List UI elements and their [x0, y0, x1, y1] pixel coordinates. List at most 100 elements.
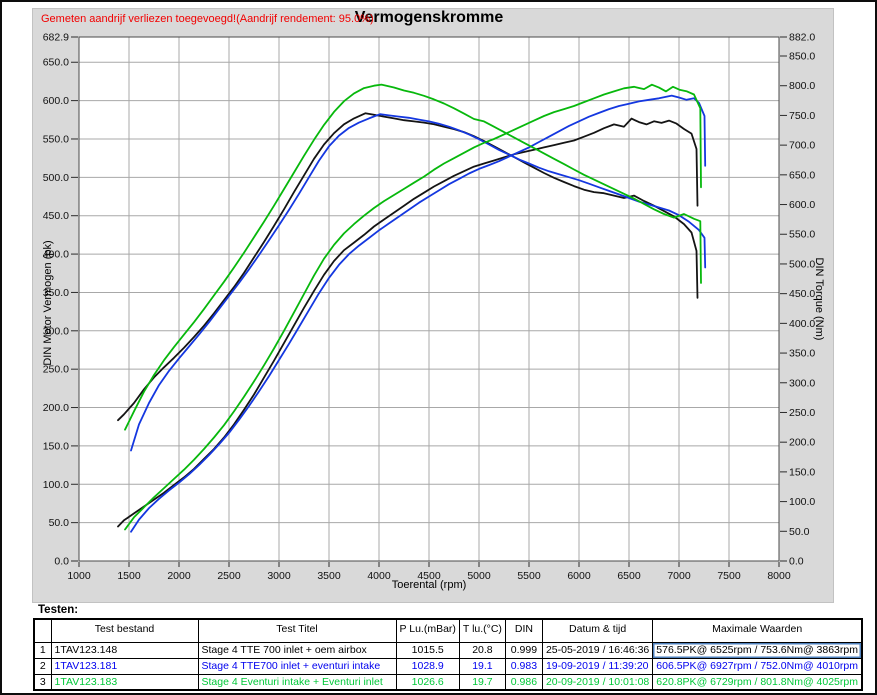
y-right-tick-label: 150.0 [789, 466, 815, 478]
row-number-cell[interactable]: 2 [33, 657, 52, 675]
test-titel-cell[interactable]: Stage 4 TTE 700 inlet + oem airbox [197, 641, 397, 659]
y-left-tick-label: 600.0 [43, 95, 69, 107]
series-line [124, 83, 702, 531]
table-row[interactable]: 3 1TAV123.183 Stage 4 Eventuri intake + Ev… [33, 673, 863, 691]
tests-table-header-cell: DIN [504, 618, 543, 643]
table-row[interactable]: 1 1TAV123.148 Stage 4 TTE 700 inlet + oem … [33, 641, 863, 659]
y-right-tick-label: 350.0 [789, 348, 815, 360]
y-right-tick-label: 650.0 [789, 169, 815, 181]
tests-table-header-cell: Test Titel [197, 618, 397, 643]
tests-section-label: Testen: [38, 604, 79, 616]
table-row[interactable]: 2 1TAV123.181 Stage 4 TTE700 inlet + event… [33, 657, 863, 675]
y-left-tick-label: 200.0 [43, 402, 69, 414]
y-right-tick-label: 500.0 [789, 258, 815, 270]
tests-table-header-row: Test bestand Test Titel P Lu.(mBar) T lu.(°… [33, 618, 863, 643]
y-axis-right-title: DIN Torque (Nm) [813, 257, 825, 341]
din-cell[interactable]: 0.986 [504, 673, 543, 691]
y-axis-left-title: DIN Motor Vermogen (pk) [42, 240, 54, 366]
y-right-tick-label: 700.0 [789, 140, 815, 152]
tests-table-header-cell: Datum & tijd [541, 618, 654, 643]
y-right-tick-label: 400.0 [789, 318, 815, 330]
series-group [117, 83, 707, 533]
tests-table-header-cell: Test bestand [50, 618, 199, 643]
p-lu-cell[interactable]: 1028.9 [395, 657, 460, 675]
x-tick-label: 3500 [317, 570, 341, 582]
y-left-tick-label: 150.0 [43, 440, 69, 452]
x-tick-label: 6500 [617, 570, 641, 582]
y-left-tick-label: 500.0 [43, 172, 69, 184]
chart-panel: Gemeten aandrijf verliezen toegevoegd!(A… [32, 8, 834, 603]
datum-tijd-cell[interactable]: 19-09-2019 / 11:39:20 [541, 657, 654, 675]
y-right-tick-label: 882.0 [789, 32, 815, 44]
tests-table-header-cell: T lu.(°C) [458, 618, 506, 643]
y-left-tick-label: 650.0 [43, 57, 69, 69]
y-left-tick-label: 100.0 [43, 479, 69, 491]
row-number-cell[interactable]: 3 [33, 673, 52, 691]
series-line [130, 113, 707, 452]
y-left-tick-label: 400.0 [43, 249, 69, 261]
t-lu-cell[interactable]: 20.8 [458, 641, 506, 659]
x-axis-title: Toerental (rpm) [391, 579, 467, 591]
x-tick-label: 3000 [267, 570, 291, 582]
tests-table-header-cell: P Lu.(mBar) [395, 618, 460, 643]
row-number-cell[interactable]: 1 [33, 641, 52, 659]
x-tick-label: 7000 [667, 570, 691, 582]
y-left-tick-label: 250.0 [43, 364, 69, 376]
max-waarden-cell[interactable]: 620.8PK@ 6729rpm / 801.8Nm@ 4025rpm [652, 673, 863, 691]
y-right-tick-label: 450.0 [789, 288, 815, 300]
x-tick-label: 4500 [417, 570, 441, 582]
t-lu-cell[interactable]: 19.7 [458, 673, 506, 691]
y-left-tick-label: 300.0 [43, 325, 69, 337]
y-right-tick-label: 550.0 [789, 229, 815, 241]
y-left-tick-label: 450.0 [43, 210, 69, 222]
din-cell[interactable]: 0.999 [504, 641, 543, 659]
y-left-tick-label: 50.0 [49, 517, 70, 529]
x-tick-label: 6000 [567, 570, 591, 582]
y-right-tick-label: 0.0 [789, 556, 804, 568]
x-tick-label: 4000 [367, 570, 391, 582]
x-tick-label: 2000 [167, 570, 191, 582]
datum-tijd-cell[interactable]: 20-09-2019 / 10:01:08 [541, 673, 654, 691]
test-bestand-cell[interactable]: 1TAV123.181 [50, 657, 199, 675]
y-right-tick-label: 250.0 [789, 407, 815, 419]
max-waarden-cell[interactable]: 576.5PK@ 6525rpm / 753.6Nm@ 3863rpm [652, 641, 863, 659]
t-lu-cell[interactable]: 19.1 [458, 657, 506, 675]
y-left-tick-label: 682.9 [43, 32, 69, 44]
y-right-tick-label: 100.0 [789, 496, 815, 508]
y-right-tick-label: 50.0 [789, 526, 810, 538]
y-right-tick-label: 200.0 [789, 437, 815, 449]
test-bestand-cell[interactable]: 1TAV123.183 [50, 673, 199, 691]
y-right-tick-label: 800.0 [789, 80, 815, 92]
chart-canvas: 682.9 650.0 600.0 550.0 500.0 450.0 400.0 350.0… [43, 32, 816, 583]
test-titel-cell[interactable]: Stage 4 Eventuri intake + Eventuri inlet [197, 673, 397, 691]
y-right-tick-label: 300.0 [789, 377, 815, 389]
datum-tijd-cell[interactable]: 25-05-2019 / 16:46:36 [541, 641, 654, 659]
max-waarden-cell[interactable]: 606.5PK@ 6927rpm / 752.0Nm@ 4010rpm [652, 657, 863, 675]
y-right-tick-label: 600.0 [789, 199, 815, 211]
x-tick-label: 1000 [67, 570, 91, 582]
x-tick-label: 7500 [717, 570, 741, 582]
series-line [130, 94, 707, 533]
y-left-tick-label: 0.0 [54, 556, 69, 568]
p-lu-cell[interactable]: 1026.6 [395, 673, 460, 691]
x-tick-label: 1500 [117, 570, 141, 582]
y-left-tick-label: 350.0 [43, 287, 69, 299]
plot-border [78, 36, 780, 562]
x-tick-label: 5500 [517, 570, 541, 582]
y-left-tick-label: 550.0 [43, 133, 69, 145]
x-tick-label: 5000 [467, 570, 491, 582]
series-line [117, 112, 699, 422]
test-titel-cell[interactable]: Stage 4 TTE700 inlet + eventuri intake [197, 657, 397, 675]
y-right-tick-label: 750.0 [789, 110, 815, 122]
tests-table-header-cell [33, 618, 52, 643]
test-bestand-cell[interactable]: 1TAV123.148 [50, 641, 199, 659]
p-lu-cell[interactable]: 1015.5 [395, 641, 460, 659]
din-cell[interactable]: 0.983 [504, 657, 543, 675]
x-tick-label: 8000 [767, 570, 791, 582]
y-right-tick-label: 850.0 [789, 51, 815, 63]
chart-title: Vermogenskromme [354, 9, 504, 26]
tests-table[interactable]: Test bestand Test Titel P Lu.(mBar) T lu.(°… [33, 618, 863, 691]
tests-table-body: 1 1TAV123.148 Stage 4 TTE 700 inlet + oem … [33, 641, 863, 691]
drivetrain-loss-note: Gemeten aandrijf verliezen toegevoegd!(A… [41, 13, 374, 25]
series-line [124, 83, 702, 431]
